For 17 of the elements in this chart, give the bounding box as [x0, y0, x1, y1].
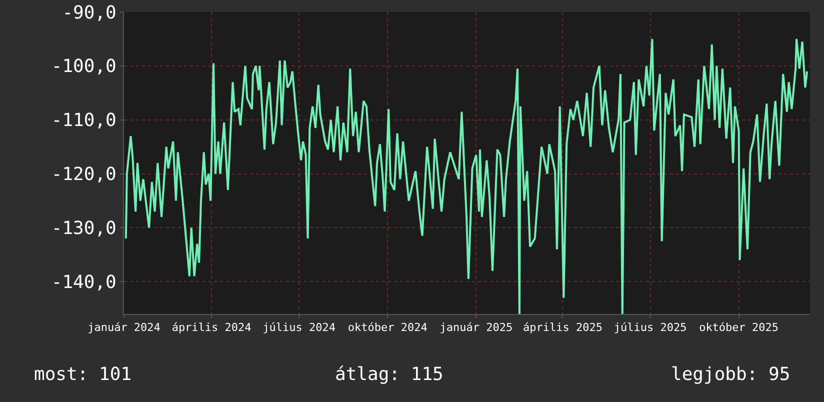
text: most: 101 [34, 364, 132, 385]
y-tick-label: -90,0 [62, 2, 116, 24]
y-tick-label: -100,0 [51, 56, 116, 78]
x-tick-label: július 2024 [262, 321, 336, 334]
y-tick-label: -120,0 [51, 164, 116, 186]
x-tick-label: október 2024 [348, 321, 428, 334]
x-tick-label: április 2025 [522, 321, 602, 334]
x-tick-label: október 2025 [699, 321, 779, 334]
x-tick-label: július 2025 [614, 321, 687, 334]
x-tick-label: január 2025 [440, 321, 513, 334]
y-tick-label: -110,0 [51, 110, 116, 132]
text: legjobb: 95 [671, 364, 790, 385]
text: átlag: 115 [335, 364, 444, 385]
x-tick-label: április 2024 [172, 321, 252, 334]
y-tick-label: -140,0 [51, 272, 116, 293]
x-tick-label: január 2024 [88, 321, 161, 334]
y-tick-label: -130,0 [51, 218, 116, 240]
